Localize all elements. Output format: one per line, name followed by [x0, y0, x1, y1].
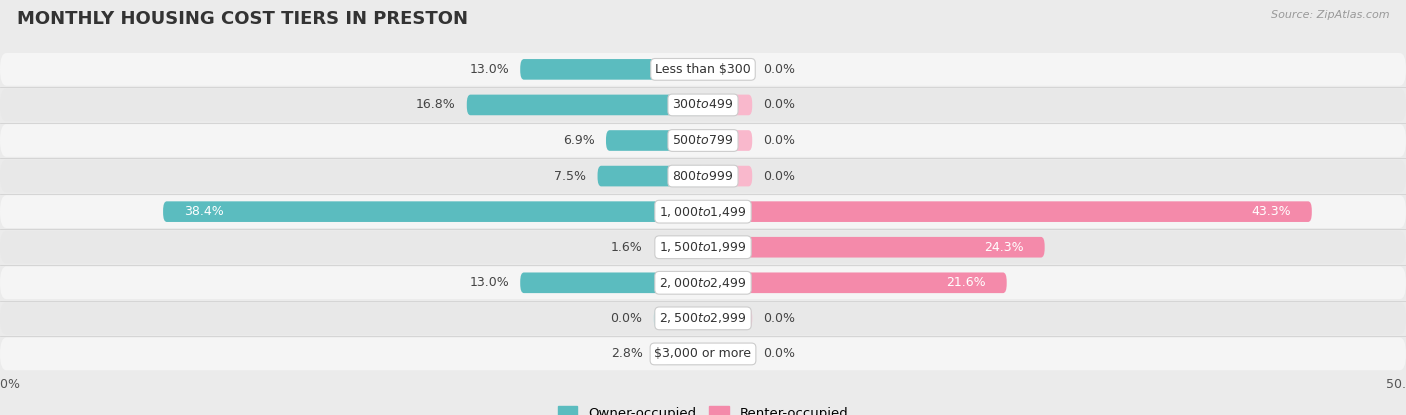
FancyBboxPatch shape	[520, 273, 703, 293]
Text: $2,000 to $2,499: $2,000 to $2,499	[659, 276, 747, 290]
Text: $300 to $499: $300 to $499	[672, 98, 734, 112]
FancyBboxPatch shape	[606, 130, 703, 151]
Text: $800 to $999: $800 to $999	[672, 170, 734, 183]
Legend: Owner-occupied, Renter-occupied: Owner-occupied, Renter-occupied	[553, 401, 853, 415]
Text: 6.9%: 6.9%	[562, 134, 595, 147]
Text: 2.8%: 2.8%	[610, 347, 643, 361]
FancyBboxPatch shape	[703, 344, 752, 364]
FancyBboxPatch shape	[467, 95, 703, 115]
FancyBboxPatch shape	[664, 344, 703, 364]
Text: $2,500 to $2,999: $2,500 to $2,999	[659, 311, 747, 325]
FancyBboxPatch shape	[520, 59, 703, 80]
Text: Source: ZipAtlas.com: Source: ZipAtlas.com	[1271, 10, 1389, 20]
Text: 38.4%: 38.4%	[184, 205, 224, 218]
Text: $500 to $799: $500 to $799	[672, 134, 734, 147]
FancyBboxPatch shape	[0, 195, 1406, 228]
FancyBboxPatch shape	[0, 266, 1406, 299]
FancyBboxPatch shape	[703, 273, 1007, 293]
FancyBboxPatch shape	[703, 308, 752, 329]
Text: 43.3%: 43.3%	[1251, 205, 1291, 218]
FancyBboxPatch shape	[654, 308, 703, 329]
FancyBboxPatch shape	[0, 337, 1406, 370]
Text: 24.3%: 24.3%	[984, 241, 1024, 254]
Text: 0.0%: 0.0%	[610, 312, 643, 325]
FancyBboxPatch shape	[703, 201, 1312, 222]
FancyBboxPatch shape	[0, 53, 1406, 86]
Text: $1,000 to $1,499: $1,000 to $1,499	[659, 205, 747, 219]
FancyBboxPatch shape	[703, 130, 752, 151]
Text: 0.0%: 0.0%	[763, 347, 796, 361]
Text: 7.5%: 7.5%	[554, 170, 586, 183]
Text: Less than $300: Less than $300	[655, 63, 751, 76]
FancyBboxPatch shape	[703, 59, 752, 80]
FancyBboxPatch shape	[703, 95, 752, 115]
Text: 0.0%: 0.0%	[763, 98, 796, 112]
Text: 21.6%: 21.6%	[946, 276, 986, 289]
Text: $1,500 to $1,999: $1,500 to $1,999	[659, 240, 747, 254]
Text: 0.0%: 0.0%	[763, 312, 796, 325]
FancyBboxPatch shape	[681, 237, 703, 258]
Text: 13.0%: 13.0%	[470, 63, 509, 76]
FancyBboxPatch shape	[0, 88, 1406, 121]
FancyBboxPatch shape	[703, 166, 752, 186]
FancyBboxPatch shape	[0, 160, 1406, 193]
FancyBboxPatch shape	[703, 237, 1045, 258]
Text: 0.0%: 0.0%	[763, 170, 796, 183]
Text: 13.0%: 13.0%	[470, 276, 509, 289]
FancyBboxPatch shape	[0, 302, 1406, 335]
Text: 16.8%: 16.8%	[416, 98, 456, 112]
FancyBboxPatch shape	[598, 166, 703, 186]
Text: 1.6%: 1.6%	[610, 241, 643, 254]
Text: MONTHLY HOUSING COST TIERS IN PRESTON: MONTHLY HOUSING COST TIERS IN PRESTON	[17, 10, 468, 28]
Text: 0.0%: 0.0%	[763, 63, 796, 76]
FancyBboxPatch shape	[163, 201, 703, 222]
FancyBboxPatch shape	[0, 124, 1406, 157]
FancyBboxPatch shape	[0, 231, 1406, 264]
Text: $3,000 or more: $3,000 or more	[655, 347, 751, 361]
Text: 0.0%: 0.0%	[763, 134, 796, 147]
